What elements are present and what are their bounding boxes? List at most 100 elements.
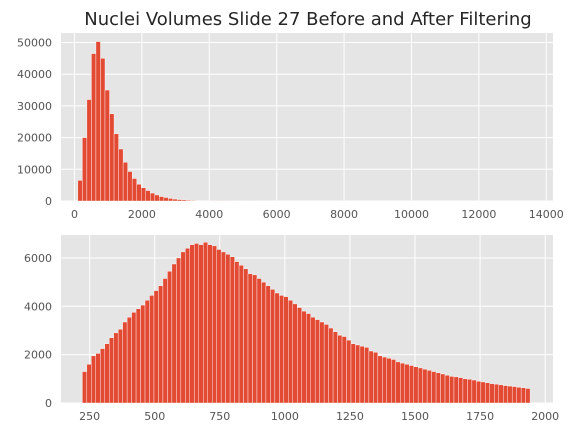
chart-title: Nuclei Volumes Slide 27 Before and After… [84,9,531,30]
histogram-bar [458,377,464,404]
histogram-bar [256,278,262,404]
histogram-bar [301,310,307,404]
histogram-bar [283,296,289,404]
y-tick-label: 0 [45,397,52,410]
histogram-bar [82,137,88,202]
histogram-bar [462,378,468,404]
histogram-bar [131,178,137,202]
histogram-bar [476,381,482,404]
histogram-bar [359,345,365,404]
histogram-bar [225,254,231,404]
histogram-bar [131,312,137,404]
histogram-bar [252,274,258,404]
histogram-bar [162,278,168,404]
histogram-bar [337,335,343,404]
histogram-bar [382,356,388,404]
y-tick-label: 30000 [17,100,52,113]
histogram-bar [117,329,123,404]
histogram-bar [391,359,396,404]
histogram-bar [104,89,110,202]
histogram-bar [207,244,213,404]
histogram-bar [373,352,379,404]
histogram-bar [126,316,132,404]
top-histogram-panel: 0 2000 4000 6000 8000 10000 12000 14000 0 10000 20… [17,33,564,221]
histogram-bar [238,265,244,404]
histogram-bar [368,350,374,404]
histogram-bar [494,383,499,404]
histogram-bar [498,384,504,404]
histogram-bar [489,383,495,404]
histogram-bar [159,196,165,202]
histogram-bar [185,248,191,404]
histogram-bar [167,271,173,404]
histogram-bar [431,371,437,404]
y-tick-label: 40000 [17,68,52,81]
histogram-bar [435,372,441,404]
histogram-bar [198,244,204,404]
histogram-bar [91,53,97,202]
histogram-bar [328,327,334,404]
histogram-bar [319,321,325,404]
histogram-bar [163,197,169,202]
histogram-bar [449,376,455,404]
plot-area [61,33,553,201]
histogram-bar [211,245,217,404]
histogram-bar [386,358,392,404]
histogram-bar [229,256,235,404]
histogram-bar [82,371,88,404]
histogram-bar [364,347,370,404]
histogram-bar [243,268,249,404]
histogram-bar [274,292,280,404]
histogram-bar [216,249,222,404]
histogram-bar [118,148,124,202]
histogram-bar [279,295,285,404]
histogram-bar [113,332,119,404]
histogram-bar [426,370,432,404]
histogram-bar [265,285,271,404]
histogram-bar [140,304,146,404]
x-tick-label: 1750 [466,410,494,423]
histogram-bar [203,242,208,404]
x-tick-label: 6000 [263,208,291,221]
histogram-bar [77,180,83,202]
histogram-bar [109,113,115,202]
y-tick-label: 20000 [17,132,52,145]
histogram-bar [150,192,155,202]
histogram-bar [136,183,142,202]
x-tick-label: 2000 [128,208,156,221]
histogram-bar [154,194,160,202]
histogram-bar [100,348,105,404]
histogram-bar [127,171,133,202]
histogram-bar [511,386,517,404]
histogram-bar [346,339,352,404]
histogram-bar [109,337,114,404]
histogram-bar [113,133,119,202]
histogram-bar [171,263,177,404]
histogram-bar [341,336,347,404]
histogram-bar [377,355,383,404]
histogram-bar [404,364,410,404]
x-tick-label: 2000 [531,410,559,423]
histogram-bar [507,385,513,404]
x-tick-label: 12000 [461,208,496,221]
histogram-bar [400,362,405,404]
histogram-bar [314,319,320,404]
histogram-bar [516,387,522,404]
histogram-bar [323,324,329,404]
histogram-bar [297,307,302,404]
x-tick-label: 8000 [330,208,358,221]
histogram-bar [168,198,174,202]
y-tick-label: 0 [45,195,52,208]
histogram-bar [122,321,128,404]
histogram-bar [181,199,187,202]
histogram-bar [520,387,526,404]
histogram-bar [158,285,164,404]
histogram-bar [86,99,92,202]
histogram-bar [310,316,316,404]
histogram-bar [95,353,101,404]
histogram-bar [186,200,192,202]
x-tick-label: 4000 [195,208,223,221]
x-tick-label: 1250 [336,410,364,423]
histogram-bar [471,379,477,404]
